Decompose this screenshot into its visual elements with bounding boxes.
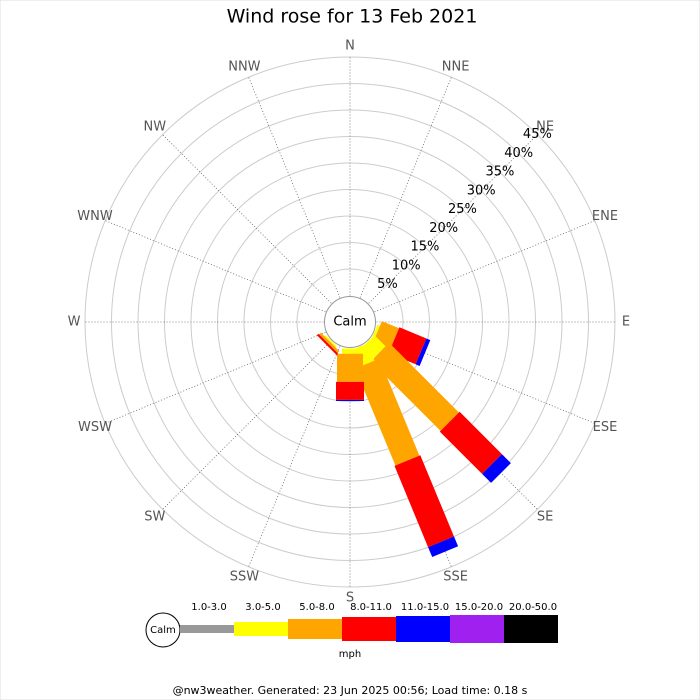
grid-ring	[84, 56, 616, 588]
rose-segment	[394, 455, 454, 548]
rose-segment	[337, 353, 363, 382]
legend-label: 8.0-11.0	[350, 602, 392, 613]
direction-label: N	[345, 39, 355, 54]
spoke	[248, 77, 341, 298]
legend-calm-label: Calm	[150, 625, 176, 636]
legend-label: 1.0-3.0	[191, 602, 226, 613]
spoke	[368, 134, 538, 304]
units-label: mph	[339, 649, 361, 660]
direction-label: WNW	[77, 209, 113, 224]
direction-label: SW	[144, 510, 165, 525]
footer: @nw3weather. Generated: 23 Jun 2025 00:5…	[173, 684, 528, 697]
legend-swatch	[180, 625, 234, 633]
spoke	[359, 77, 452, 298]
rose-segment	[324, 335, 337, 348]
ring-label: 30%	[467, 183, 496, 198]
calm-circle	[324, 296, 376, 348]
direction-label: NE	[536, 119, 554, 134]
direction-label: ENE	[592, 209, 618, 224]
direction-label: E	[622, 315, 630, 330]
rose-segment	[482, 454, 511, 483]
ring-label: 10%	[392, 258, 421, 273]
direction-label: S	[346, 591, 354, 606]
spoke	[374, 220, 595, 313]
spoke	[105, 331, 326, 424]
chart-title: Wind rose for 13 Feb 2021	[227, 6, 478, 28]
legend-label: 20.0-50.0	[509, 602, 557, 613]
legend-swatch	[342, 617, 396, 641]
rose-segment	[316, 333, 339, 356]
ring-label: 35%	[485, 165, 514, 180]
ring-label: 20%	[429, 221, 458, 236]
rose-segment	[428, 536, 459, 557]
direction-label: WSW	[78, 420, 112, 435]
ring-label: 15%	[411, 240, 440, 255]
spoke	[162, 134, 332, 304]
direction-label: SSW	[230, 569, 260, 584]
grid-ring	[111, 83, 589, 561]
rose-segment	[336, 399, 364, 401]
direction-label: W	[68, 315, 81, 330]
direction-label: ESE	[593, 420, 618, 435]
grid-ring	[137, 109, 563, 535]
legend-swatch	[396, 616, 450, 642]
direction-label: SE	[537, 510, 553, 525]
ring-label: 25%	[448, 202, 477, 217]
legend-label: 15.0-20.0	[455, 602, 503, 613]
ring-label: 5%	[377, 277, 398, 292]
spoke	[162, 340, 332, 510]
legend-label: 11.0-15.0	[401, 602, 449, 613]
rose-segment	[355, 358, 420, 466]
direction-label: NW	[144, 119, 167, 134]
rose-segment	[439, 411, 502, 474]
rose-segment	[336, 381, 364, 400]
legend-label: 5.0-8.0	[299, 602, 334, 613]
legend-swatch	[450, 615, 504, 643]
grid-ring	[243, 215, 457, 429]
legend-swatch	[288, 619, 342, 639]
rose-segment	[415, 338, 431, 366]
legend-label: 3.0-5.0	[245, 602, 280, 613]
calm-label: Calm	[333, 315, 366, 330]
legend-swatch	[504, 615, 558, 643]
grid-ring	[270, 242, 430, 402]
ring-label: 40%	[504, 146, 533, 161]
spoke	[248, 346, 341, 567]
rose-segment	[319, 332, 340, 353]
spoke	[105, 220, 326, 313]
direction-label: SSE	[443, 569, 468, 584]
ring-label: 45%	[523, 127, 552, 142]
rose-segment	[342, 348, 358, 354]
legend-swatch	[234, 622, 288, 636]
direction-label: NNE	[442, 60, 470, 75]
rose-segment	[370, 342, 459, 431]
direction-label: NNW	[228, 60, 260, 75]
